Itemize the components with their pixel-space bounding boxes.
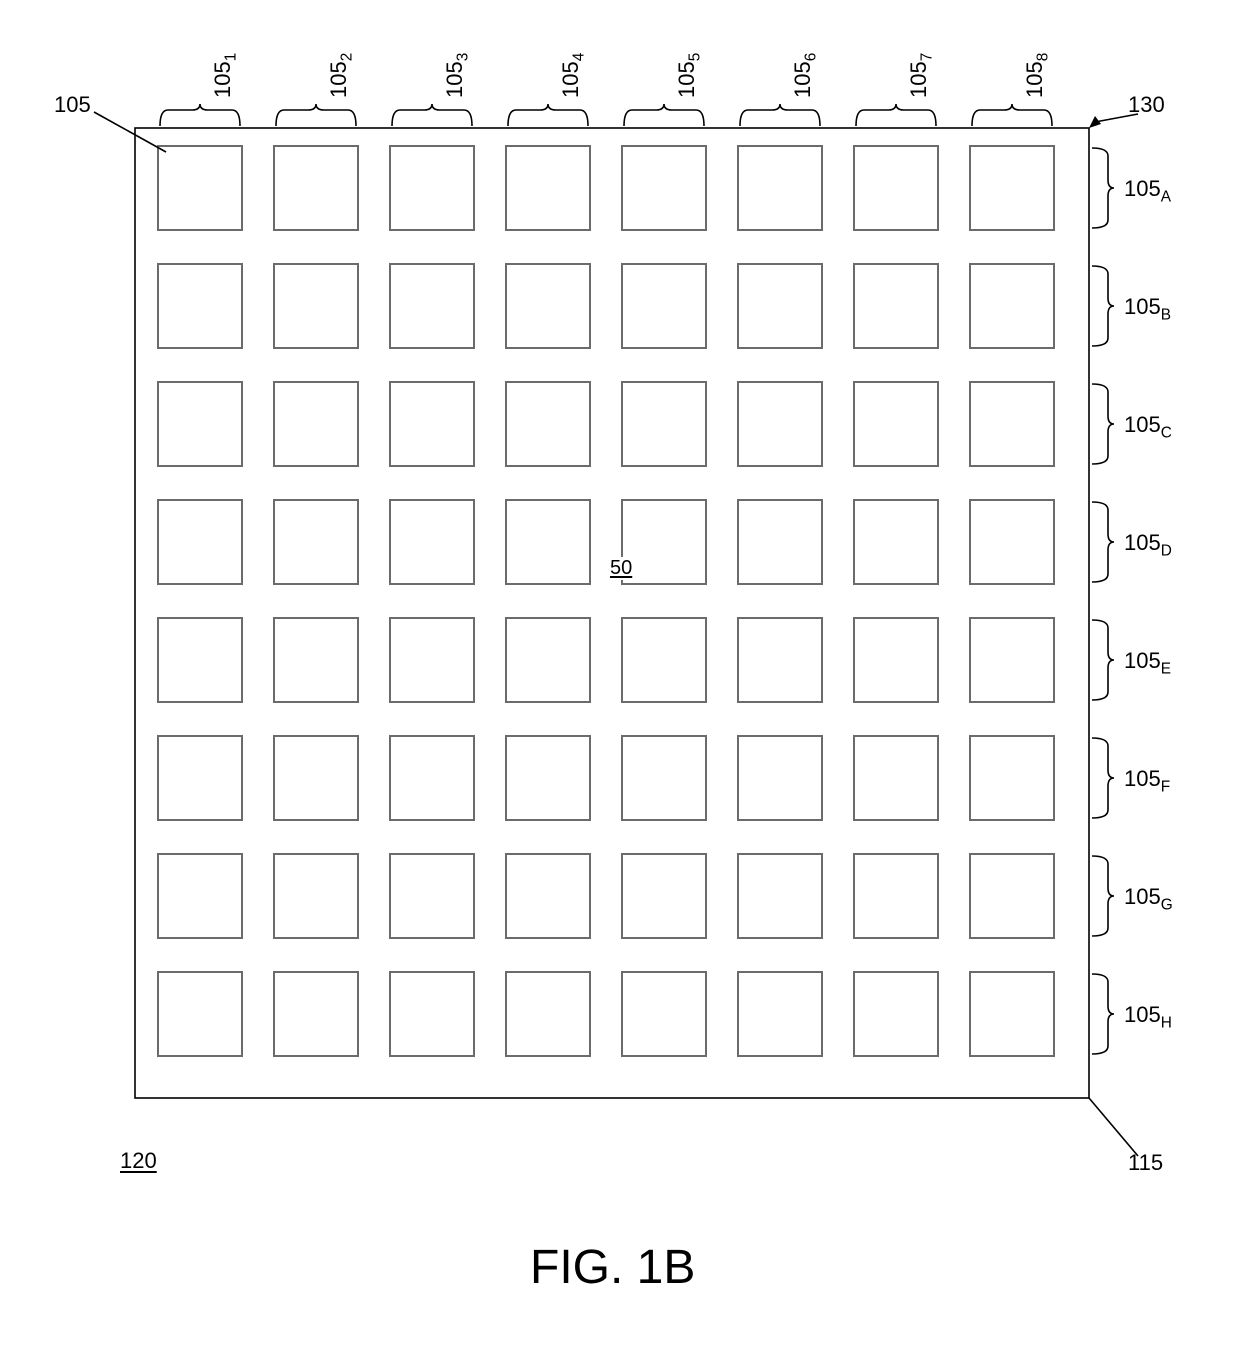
col-label: 1058 xyxy=(1022,53,1052,98)
col-brace xyxy=(392,104,472,126)
col-brace xyxy=(508,104,588,126)
row-label: 105D xyxy=(1124,530,1172,560)
row-label: 105G xyxy=(1124,884,1173,914)
figure-svg xyxy=(0,0,1240,1366)
col-label: 1054 xyxy=(558,53,588,98)
col-label: 1052 xyxy=(326,53,356,98)
center-label: 50 xyxy=(610,557,632,580)
callout-115: 115 xyxy=(1128,1150,1163,1176)
col-label: 1057 xyxy=(906,53,936,98)
row-label: 105F xyxy=(1124,766,1170,796)
row-brace xyxy=(1092,266,1114,346)
col-brace xyxy=(624,104,704,126)
callout-130: 130 xyxy=(1128,92,1165,118)
col-label: 1055 xyxy=(674,53,704,98)
col-brace xyxy=(856,104,936,126)
callout-105: 105 xyxy=(54,92,91,118)
col-brace xyxy=(160,104,240,126)
figure-caption: FIG. 1B xyxy=(530,1240,695,1295)
leader-line xyxy=(1089,1098,1138,1156)
row-brace xyxy=(1092,620,1114,700)
row-label: 105A xyxy=(1124,176,1171,206)
row-label: 105H xyxy=(1124,1002,1172,1032)
row-label: 105B xyxy=(1124,294,1171,324)
col-label: 1053 xyxy=(442,53,472,98)
row-brace xyxy=(1092,502,1114,582)
col-label: 1051 xyxy=(210,53,240,98)
row-brace xyxy=(1092,738,1114,818)
row-brace xyxy=(1092,384,1114,464)
row-brace xyxy=(1092,974,1114,1054)
row-label: 105C xyxy=(1124,412,1172,442)
row-brace xyxy=(1092,148,1114,228)
outer-panel xyxy=(135,128,1089,1098)
row-label: 105E xyxy=(1124,648,1171,678)
row-brace xyxy=(1092,856,1114,936)
arrowhead-icon xyxy=(1089,116,1101,128)
col-brace xyxy=(740,104,820,126)
callout-120: 120 xyxy=(120,1148,157,1174)
figure-stage: 50 1051 1052 1053 1054 1055 1056 1057 1058 105A 10… xyxy=(0,0,1240,1366)
col-brace xyxy=(972,104,1052,126)
col-brace xyxy=(276,104,356,126)
col-label: 1056 xyxy=(790,53,820,98)
